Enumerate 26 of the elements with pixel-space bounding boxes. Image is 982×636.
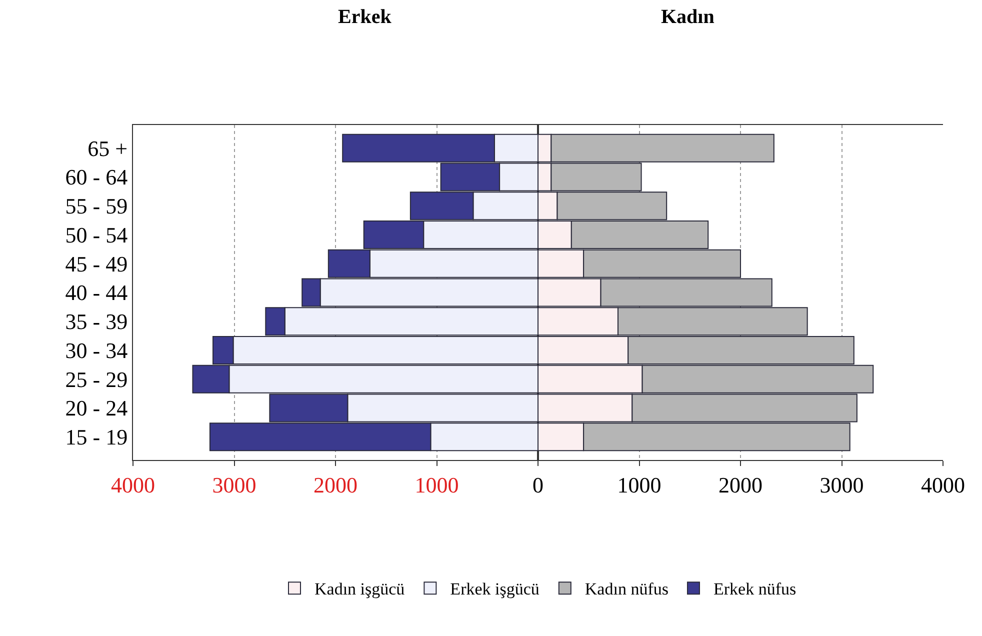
y-tick-label: 45 - 49 <box>65 251 128 276</box>
legend-label: Erkek nüfus <box>713 580 796 599</box>
x-tick-label: 2000 <box>718 472 762 498</box>
y-tick-label: 65 + <box>88 136 128 161</box>
legend-label: Erkek işgücü <box>450 580 540 599</box>
legend-label: Kadın işgücü <box>314 580 406 599</box>
x-tick-label: 0 <box>532 472 544 498</box>
x-tick-label: 1000 <box>414 472 459 498</box>
y-tick-label: 55 - 59 <box>65 194 128 219</box>
y-tick-label: 60 - 64 <box>65 164 128 190</box>
x-tick-label: 3000 <box>820 472 864 498</box>
y-tick-label: 30 - 34 <box>65 338 128 363</box>
x-tick-label: 3000 <box>212 472 256 498</box>
y-tick-label: 20 - 24 <box>65 396 128 421</box>
y-tick-label: 50 - 54 <box>65 222 128 248</box>
text: Erkek <box>338 6 392 28</box>
y-tick-label: 40 - 44 <box>65 280 128 306</box>
text: Kadın <box>661 6 714 28</box>
x-tick-label: 4000 <box>111 472 155 498</box>
x-tick-label: 4000 <box>921 472 965 498</box>
x-tick-label: 1000 <box>617 472 662 498</box>
legend-label: Kadın nüfus <box>584 580 668 599</box>
y-tick-label: 35 - 39 <box>65 309 128 334</box>
y-tick-label: 15 - 19 <box>65 424 128 450</box>
y-tick-label: 25 - 29 <box>65 366 128 392</box>
x-tick-label: 2000 <box>314 472 358 498</box>
